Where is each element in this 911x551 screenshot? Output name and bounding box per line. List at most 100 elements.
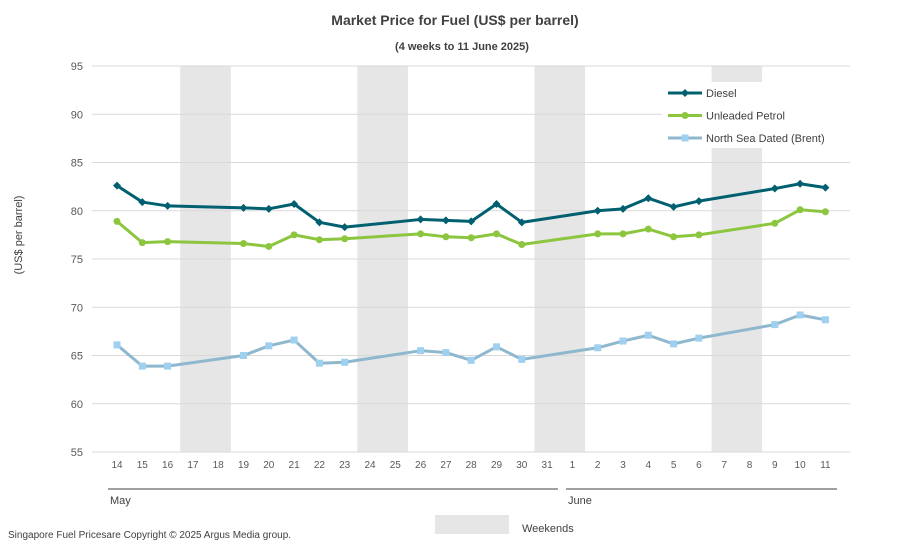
unleaded-petrol-point-15: [138, 239, 146, 247]
legend-label-diesel: Diesel: [706, 88, 737, 100]
north-sea-dated-brent-point-27: [442, 349, 450, 357]
x-tick-1: 1: [570, 460, 576, 471]
series-lines: [113, 179, 830, 370]
north-sea-dated-brent-point-10: [796, 311, 804, 319]
unleaded-petrol-point-14: [113, 217, 121, 225]
north-sea-dated-brent-point-14: [113, 341, 121, 349]
unleaded-petrol-point-6: [695, 231, 703, 239]
unleaded-petrol-point-2: [594, 230, 602, 238]
x-tick-16: 16: [162, 460, 174, 471]
north-sea-dated-brent-point-4: [644, 331, 652, 339]
unleaded-petrol-point-21: [290, 231, 298, 239]
x-tick-20: 20: [263, 460, 275, 471]
diesel-point-16: [163, 201, 172, 210]
x-tick-6: 6: [696, 460, 702, 471]
north-sea-dated-brent-point-5: [670, 340, 678, 348]
grid-lines: [92, 65, 850, 453]
unleaded-petrol-point-11: [821, 208, 829, 216]
x-tick-11: 11: [820, 460, 831, 471]
x-tick-26: 26: [415, 460, 427, 471]
diesel-point-14: [113, 181, 121, 190]
y-tick-labels: 55 60 65 70 75 80 85 90 95: [71, 61, 83, 459]
unleaded-petrol-point-30: [518, 241, 526, 249]
north-sea-dated-brent-point-2: [594, 344, 602, 352]
diesel-point-3: [619, 204, 627, 213]
x-tick-5: 5: [671, 460, 677, 471]
diesel-point-20: [264, 204, 273, 213]
diesel-point-11: [821, 183, 830, 192]
x-tick-14: 14: [111, 460, 123, 471]
diesel-point-9: [770, 184, 779, 193]
north-sea-dated-brent-point-11: [821, 316, 829, 324]
y-tick-90: 90: [71, 109, 83, 121]
legend-marker-north-sea-dated-brent: [681, 134, 689, 142]
chart-subtitle: (4 weeks to 11 June 2025): [395, 41, 529, 53]
north-sea-dated-brent-point-3: [619, 337, 627, 345]
diesel-point-2: [593, 206, 602, 215]
y-axis-title: (US$ per barrel): [13, 196, 25, 275]
diesel-point-29: [492, 199, 501, 208]
x-tick-25: 25: [390, 460, 402, 471]
north-sea-dated-brent-point-30: [518, 355, 526, 363]
diesel-point-6: [694, 197, 703, 206]
unleaded-petrol-point-9: [771, 219, 779, 227]
unleaded-petrol-point-23: [341, 235, 349, 243]
unleaded-petrol-point-5: [670, 233, 678, 241]
x-tick-27: 27: [440, 460, 452, 471]
unleaded-petrol-point-28: [467, 234, 475, 242]
north-sea-dated-brent-point-28: [467, 356, 475, 364]
north-sea-dated-brent-point-23: [341, 358, 349, 366]
x-tick-4: 4: [646, 460, 652, 471]
north-sea-dated-brent-point-15: [138, 362, 146, 370]
north-sea-dated-brent-point-29: [493, 343, 500, 351]
x-tick-7: 7: [721, 460, 727, 471]
diesel-point-30: [517, 218, 526, 227]
unleaded-petrol-point-22: [315, 236, 323, 244]
month-label-june: June: [568, 495, 592, 507]
legend: Diesel Unleaded Petrol North Sea Dated (Br…: [662, 82, 850, 148]
diesel-point-28: [467, 217, 476, 226]
y-tick-80: 80: [71, 206, 83, 218]
unleaded-petrol-point-26: [417, 230, 425, 238]
x-tick-17: 17: [187, 460, 199, 471]
unleaded-petrol-point-4: [644, 225, 652, 233]
x-tick-30: 30: [516, 460, 528, 471]
weekends-legend-swatch: [435, 515, 509, 534]
y-tick-60: 60: [71, 399, 83, 411]
diesel-point-15: [138, 198, 147, 207]
diesel-point-5: [669, 202, 678, 211]
legend-label-north-sea-dated-brent: North Sea Dated (Brent): [706, 133, 825, 145]
x-tick-24: 24: [364, 460, 376, 471]
x-tick-23: 23: [339, 460, 351, 471]
x-tick-22: 22: [314, 460, 326, 471]
unleaded-petrol-point-16: [164, 238, 172, 246]
north-sea-dated-brent-point-6: [695, 334, 703, 342]
unleaded-petrol-point-27: [442, 233, 450, 241]
x-tick-9: 9: [772, 460, 778, 471]
north-sea-dated-brent-point-16: [164, 362, 172, 370]
y-tick-70: 70: [71, 302, 83, 314]
north-sea-dated-brent-point-21: [290, 336, 298, 344]
y-tick-55: 55: [71, 447, 83, 459]
unleaded-petrol-point-10: [796, 206, 804, 214]
diesel-point-10: [796, 179, 805, 188]
copyright-footer: Singapore Fuel Pricesare Copyright © 202…: [8, 530, 291, 541]
north-sea-dated-brent-point-20: [265, 342, 273, 350]
month-axis: May June: [108, 488, 837, 507]
diesel-point-23: [340, 223, 349, 232]
diesel-point-26: [416, 215, 425, 224]
unleaded-petrol-point-29: [493, 230, 500, 238]
x-tick-21: 21: [289, 460, 301, 471]
unleaded-petrol-point-3: [619, 230, 627, 238]
unleaded-petrol-point-20: [265, 242, 273, 250]
diesel-point-21: [290, 199, 299, 208]
x-tick-labels: 14 15 16 17 18 19 20 21 22 23 24 25 26 27 28 29 30 31 1 2 3 4…: [111, 460, 831, 471]
x-tick-3: 3: [620, 460, 626, 471]
x-tick-29: 29: [491, 460, 503, 471]
y-tick-65: 65: [71, 351, 83, 363]
diesel-point-22: [315, 218, 324, 227]
north-sea-dated-brent-point-22: [315, 359, 323, 367]
x-tick-10: 10: [795, 460, 807, 471]
legend-marker-unleaded-petrol: [681, 112, 689, 119]
